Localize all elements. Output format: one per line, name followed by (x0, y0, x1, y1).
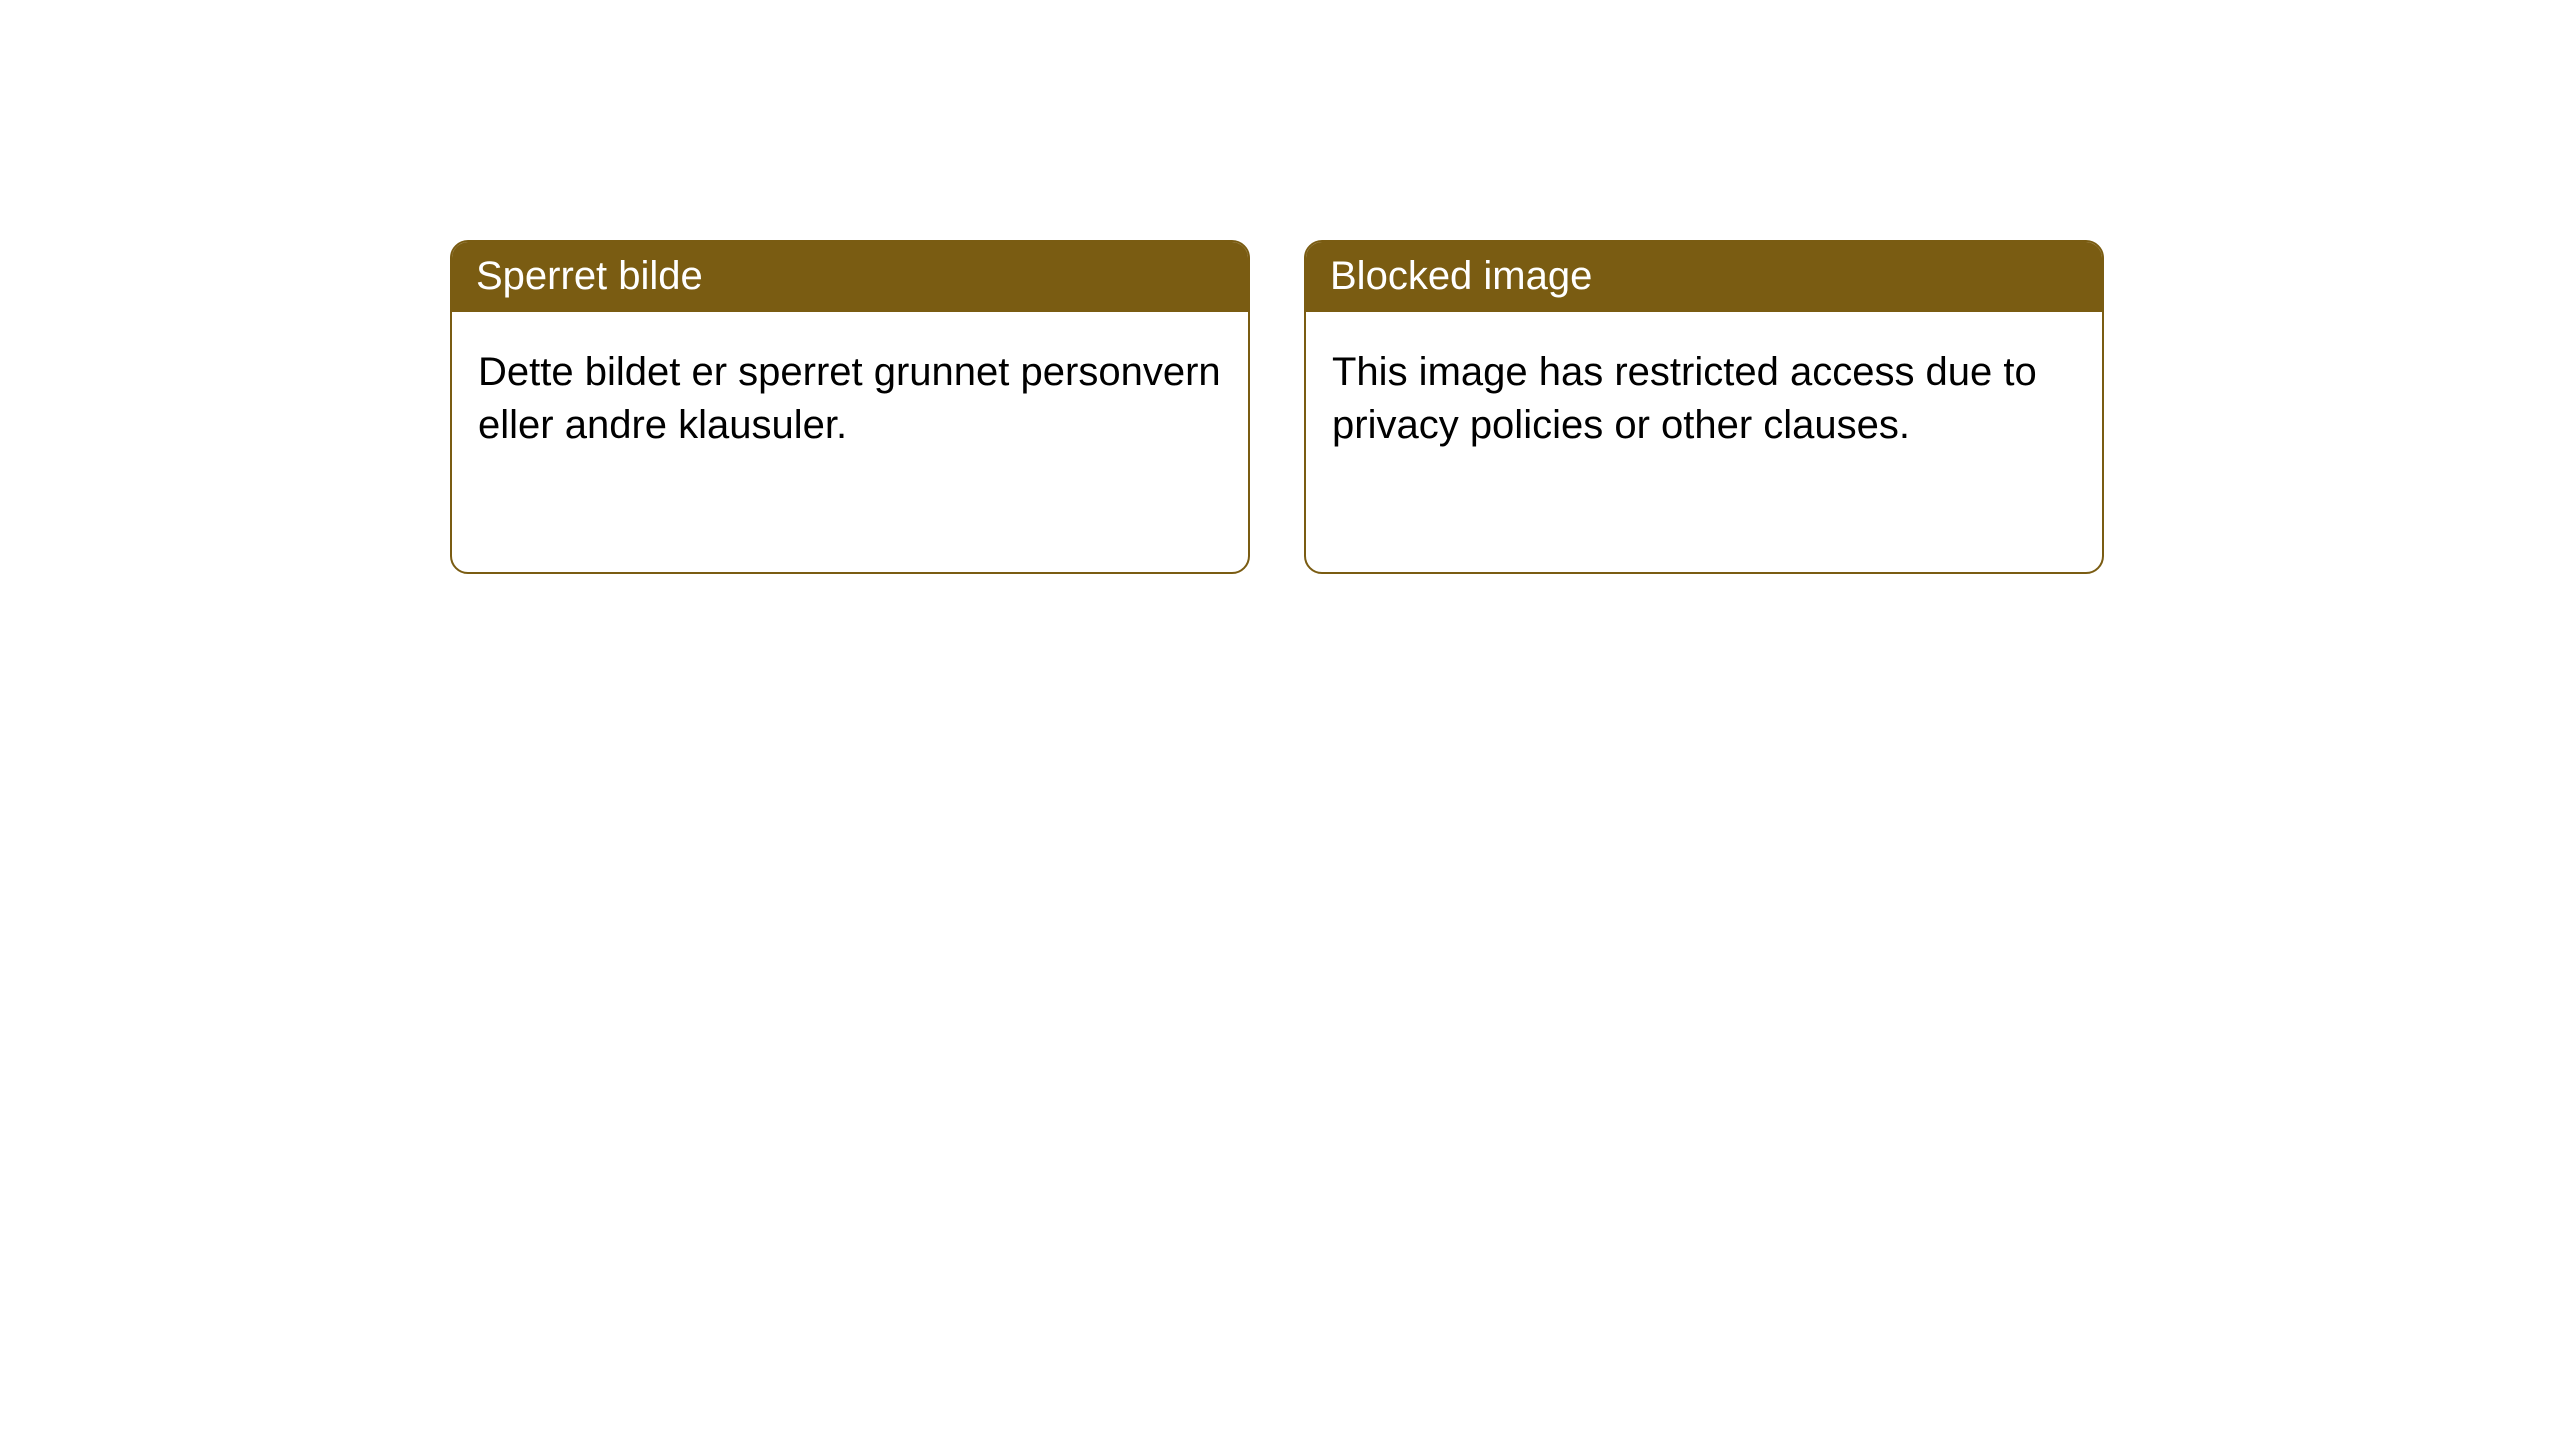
card-container: Sperret bilde Dette bildet er sperret gr… (0, 0, 2560, 574)
notice-card-en: Blocked image This image has restricted … (1304, 240, 2104, 574)
card-body-text: This image has restricted access due to … (1306, 312, 2102, 486)
card-title: Blocked image (1306, 242, 2102, 312)
card-title: Sperret bilde (452, 242, 1248, 312)
notice-card-no: Sperret bilde Dette bildet er sperret gr… (450, 240, 1250, 574)
card-body-text: Dette bildet er sperret grunnet personve… (452, 312, 1248, 486)
